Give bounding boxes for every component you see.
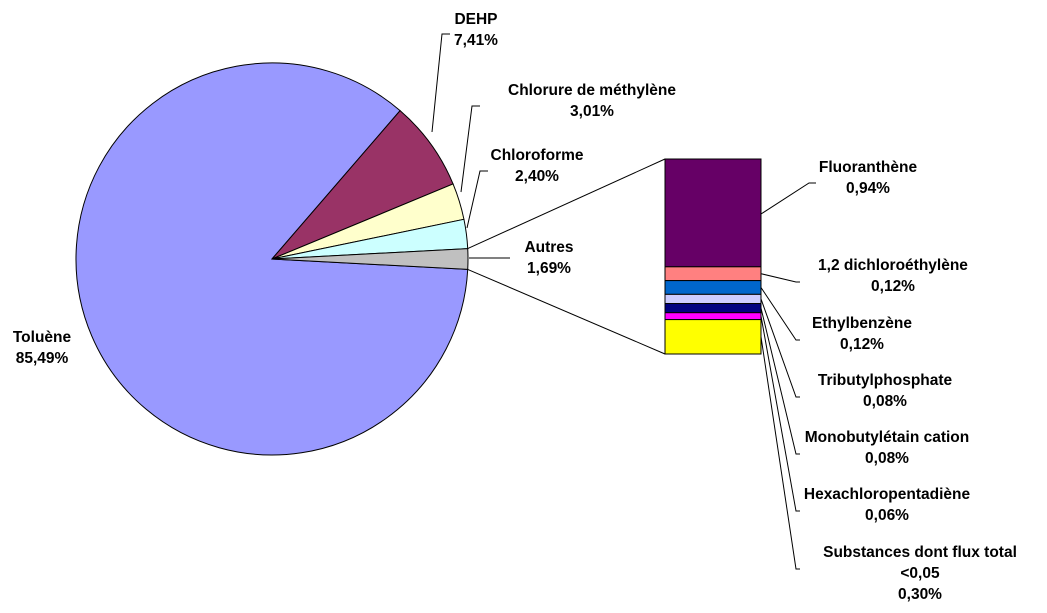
bar-label-monobutyletain-cation: Monobutylétain cation 0,08% xyxy=(805,429,969,467)
bar-label-tributylphosphate-line-2: 0,08% xyxy=(863,393,907,410)
bar-label-fluoranthene: Fluoranthène 0,94% xyxy=(819,159,918,197)
pie-label-chloroforme-line-2: 2,40% xyxy=(515,168,559,185)
pie-slice-autres xyxy=(271,248,469,270)
pie-label-toluene: Toluène 85,49% xyxy=(13,329,72,367)
pie-label-autres-line-1: Autres xyxy=(524,239,573,256)
bar-leader-fluoranthene xyxy=(760,182,816,215)
bar-label-substances-dont-flux-total-0-05: Substances dont flux total <0,05 0,30% xyxy=(823,544,1017,603)
bar-label-fluoranthene-line-1: Fluoranthène xyxy=(819,159,918,176)
pie-label-chloroforme: Chloroforme 2,40% xyxy=(491,147,584,185)
pie-label-toluene-line-2: 85,49% xyxy=(16,350,69,367)
bar-segment-monobutyletain-cation xyxy=(664,303,762,314)
pie-leader-dehp xyxy=(431,33,450,133)
bar-label-1-2-dichloroethylene-line-1: 1,2 dichloroéthylène xyxy=(818,257,968,274)
bar-label-1-2-dichloroethylene: 1,2 dichloroéthylène 0,12% xyxy=(818,257,968,295)
bar-segment-substances-dont-flux-total-0-05 xyxy=(664,319,762,355)
connector-line-top xyxy=(467,158,666,250)
connector-line-bottom xyxy=(467,268,666,355)
bar-label-tributylphosphate: Tributylphosphate 0,08% xyxy=(818,372,953,410)
bar-label-hexachloropentadiene-line-2: 0,06% xyxy=(865,507,909,524)
pie-leader-chlorure-de-methylene xyxy=(460,105,480,193)
bar-label-ethylbenzene: Ethylbenzène 0,12% xyxy=(812,315,912,353)
pie-label-chlorure-de-methylene-line-1: Chlorure de méthylène xyxy=(508,82,676,99)
pie-label-autres: Autres 1,69% xyxy=(524,239,573,277)
bar-label-fluoranthene-line-2: 0,94% xyxy=(846,180,890,197)
bar-segment-fluoranthene xyxy=(664,158,762,268)
bar-leader-monobutyletain-cation xyxy=(760,307,800,455)
bar-label-hexachloropentadiene-line-1: Hexachloropentadiène xyxy=(804,486,971,503)
bar-label-ethylbenzene-line-1: Ethylbenzène xyxy=(812,315,912,332)
bar-segment-tributylphosphate xyxy=(664,293,762,305)
bar-label-tributylphosphate-line-1: Tributylphosphate xyxy=(818,372,953,389)
pie-label-chlorure-de-methylene: Chlorure de méthylène 3,01% xyxy=(508,82,676,120)
bar-label-ethylbenzene-line-2: 0,12% xyxy=(840,336,884,353)
pie-label-autres-line-2: 1,69% xyxy=(527,260,571,277)
bar-leader-substances-dont-flux-total-0-05 xyxy=(760,336,800,570)
pie-label-chlorure-de-methylene-line-2: 3,01% xyxy=(570,103,614,120)
bar-leader-tributylphosphate xyxy=(760,298,800,398)
bar-segment-1-2-dichloroethylene xyxy=(664,266,762,282)
bar-label-monobutyletain-cation-line-1: Monobutylétain cation xyxy=(805,429,969,446)
pie-label-dehp-line-2: 7,41% xyxy=(454,32,498,49)
pie-label-dehp-line-1: DEHP xyxy=(454,11,497,28)
bar-leader-ethylbenzene xyxy=(760,287,800,341)
bar-leader-1-2-dichloroethylene xyxy=(760,273,800,283)
bar-leader-hexachloropentadiene xyxy=(760,316,800,512)
pie-label-dehp: DEHP 7,41% xyxy=(454,11,498,49)
bar-label-substances-dont-flux-total-0-05-line-1: Substances dont flux total xyxy=(823,544,1017,561)
bar-label-substances-dont-flux-total-0-05-line-3: 0,30% xyxy=(898,586,942,603)
bar-label-hexachloropentadiene: Hexachloropentadiène 0,06% xyxy=(804,486,971,524)
bar-label-1-2-dichloroethylene-line-2: 0,12% xyxy=(871,278,915,295)
pie-label-toluene-line-1: Toluène xyxy=(13,329,72,346)
pie-label-chloroforme-line-1: Chloroforme xyxy=(491,147,584,164)
pie-leader-chloroforme xyxy=(466,170,488,229)
bar-label-monobutyletain-cation-line-2: 0,08% xyxy=(865,450,909,467)
bar-segment-ethylbenzene xyxy=(664,280,762,295)
bar-segment-hexachloropentadiene xyxy=(664,312,762,321)
bar-label-substances-dont-flux-total-0-05-line-2: <0,05 xyxy=(900,565,940,582)
